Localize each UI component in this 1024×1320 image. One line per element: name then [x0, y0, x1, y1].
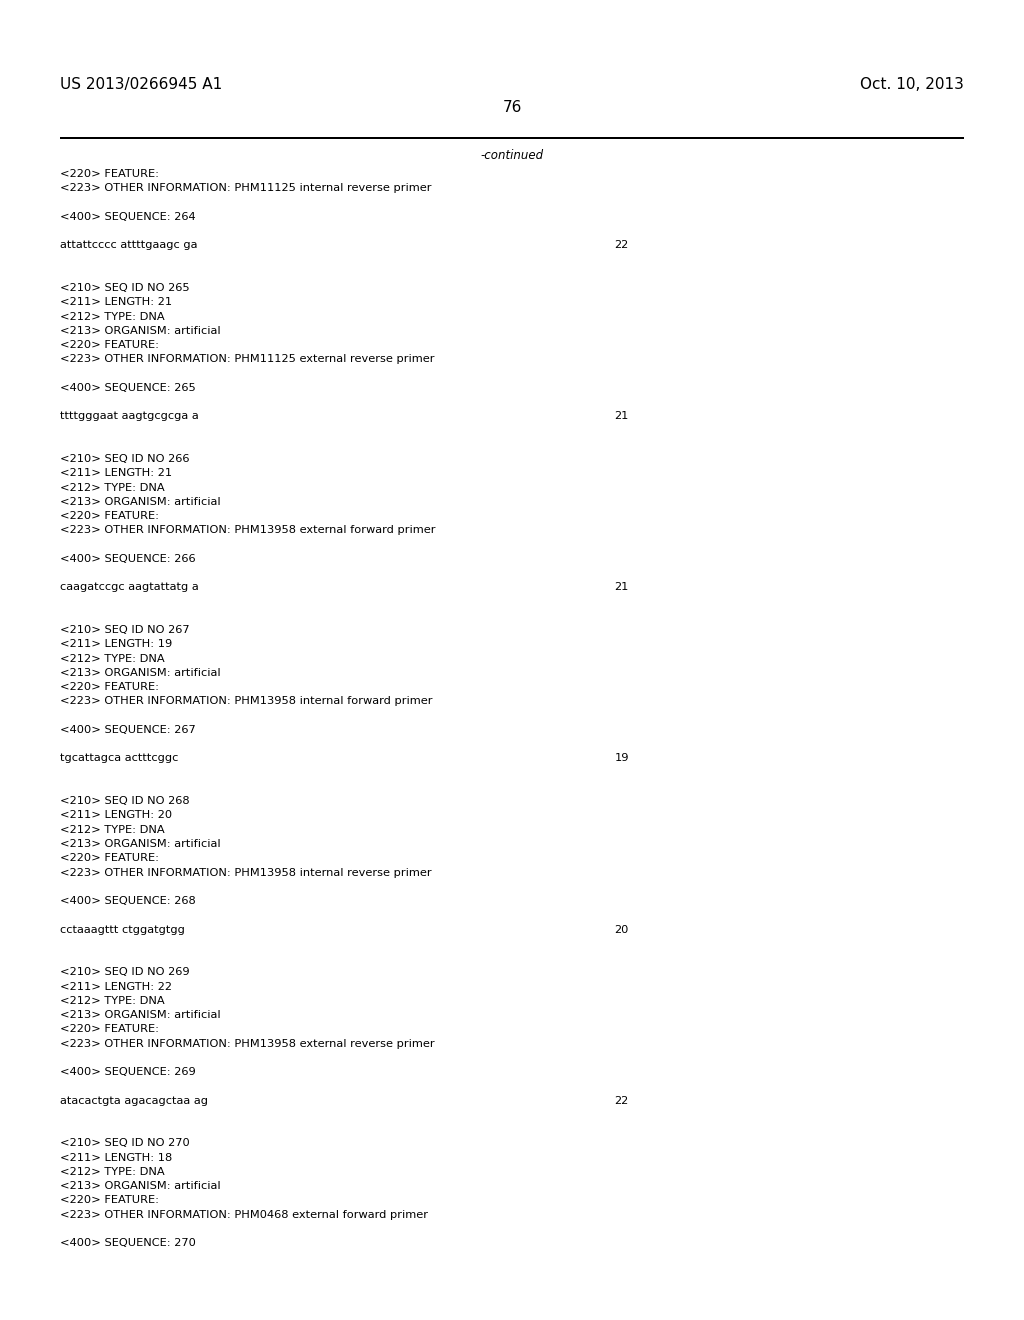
- Text: <223> OTHER INFORMATION: PHM13958 internal reverse primer: <223> OTHER INFORMATION: PHM13958 intern…: [60, 867, 432, 878]
- Text: <220> FEATURE:: <220> FEATURE:: [60, 341, 160, 350]
- Text: US 2013/0266945 A1: US 2013/0266945 A1: [60, 77, 222, 91]
- Text: <212> TYPE: DNA: <212> TYPE: DNA: [60, 1167, 165, 1177]
- Text: 21: 21: [614, 412, 629, 421]
- Text: 21: 21: [614, 582, 629, 593]
- Text: <223> OTHER INFORMATION: PHM13958 external forward primer: <223> OTHER INFORMATION: PHM13958 extern…: [60, 525, 436, 536]
- Text: <400> SEQUENCE: 270: <400> SEQUENCE: 270: [60, 1238, 197, 1249]
- Text: caagatccgc aagtattatg a: caagatccgc aagtattatg a: [60, 582, 199, 593]
- Text: <223> OTHER INFORMATION: PHM11125 external reverse primer: <223> OTHER INFORMATION: PHM11125 extern…: [60, 354, 435, 364]
- Text: <220> FEATURE:: <220> FEATURE:: [60, 853, 160, 863]
- Text: <223> OTHER INFORMATION: PHM13958 external reverse primer: <223> OTHER INFORMATION: PHM13958 extern…: [60, 1039, 435, 1048]
- Text: <220> FEATURE:: <220> FEATURE:: [60, 1024, 160, 1035]
- Text: <211> LENGTH: 22: <211> LENGTH: 22: [60, 982, 172, 991]
- Text: 22: 22: [614, 1096, 629, 1106]
- Text: <212> TYPE: DNA: <212> TYPE: DNA: [60, 653, 165, 664]
- Text: <212> TYPE: DNA: <212> TYPE: DNA: [60, 483, 165, 492]
- Text: <213> ORGANISM: artificial: <213> ORGANISM: artificial: [60, 1010, 221, 1020]
- Text: <223> OTHER INFORMATION: PHM13958 internal forward primer: <223> OTHER INFORMATION: PHM13958 intern…: [60, 697, 433, 706]
- Text: <400> SEQUENCE: 268: <400> SEQUENCE: 268: [60, 896, 197, 906]
- Text: <212> TYPE: DNA: <212> TYPE: DNA: [60, 312, 165, 322]
- Text: <213> ORGANISM: artificial: <213> ORGANISM: artificial: [60, 668, 221, 678]
- Text: <210> SEQ ID NO 270: <210> SEQ ID NO 270: [60, 1138, 190, 1148]
- Text: <400> SEQUENCE: 266: <400> SEQUENCE: 266: [60, 554, 196, 564]
- Text: <220> FEATURE:: <220> FEATURE:: [60, 511, 160, 521]
- Text: 76: 76: [503, 100, 521, 115]
- Text: tgcattagca actttcggc: tgcattagca actttcggc: [60, 754, 179, 763]
- Text: <210> SEQ ID NO 269: <210> SEQ ID NO 269: [60, 968, 190, 977]
- Text: <210> SEQ ID NO 268: <210> SEQ ID NO 268: [60, 796, 190, 807]
- Text: <213> ORGANISM: artificial: <213> ORGANISM: artificial: [60, 1181, 221, 1191]
- Text: <210> SEQ ID NO 265: <210> SEQ ID NO 265: [60, 282, 190, 293]
- Text: Oct. 10, 2013: Oct. 10, 2013: [860, 77, 964, 91]
- Text: cctaaagttt ctggatgtgg: cctaaagttt ctggatgtgg: [60, 924, 185, 935]
- Text: <220> FEATURE:: <220> FEATURE:: [60, 169, 160, 180]
- Text: 20: 20: [614, 924, 629, 935]
- Text: <211> LENGTH: 19: <211> LENGTH: 19: [60, 639, 173, 649]
- Text: attattcccc attttgaagc ga: attattcccc attttgaagc ga: [60, 240, 198, 251]
- Text: <211> LENGTH: 21: <211> LENGTH: 21: [60, 469, 172, 478]
- Text: ttttgggaat aagtgcgcga a: ttttgggaat aagtgcgcga a: [60, 412, 199, 421]
- Text: atacactgta agacagctaa ag: atacactgta agacagctaa ag: [60, 1096, 209, 1106]
- Text: <213> ORGANISM: artificial: <213> ORGANISM: artificial: [60, 496, 221, 507]
- Text: <210> SEQ ID NO 266: <210> SEQ ID NO 266: [60, 454, 189, 465]
- Text: <213> ORGANISM: artificial: <213> ORGANISM: artificial: [60, 840, 221, 849]
- Text: <211> LENGTH: 20: <211> LENGTH: 20: [60, 810, 172, 821]
- Text: <213> ORGANISM: artificial: <213> ORGANISM: artificial: [60, 326, 221, 335]
- Text: <400> SEQUENCE: 264: <400> SEQUENCE: 264: [60, 211, 196, 222]
- Text: <211> LENGTH: 18: <211> LENGTH: 18: [60, 1152, 173, 1163]
- Text: 22: 22: [614, 240, 629, 251]
- Text: <220> FEATURE:: <220> FEATURE:: [60, 1196, 160, 1205]
- Text: <223> OTHER INFORMATION: PHM11125 internal reverse primer: <223> OTHER INFORMATION: PHM11125 intern…: [60, 183, 432, 193]
- Text: <210> SEQ ID NO 267: <210> SEQ ID NO 267: [60, 626, 190, 635]
- Text: <212> TYPE: DNA: <212> TYPE: DNA: [60, 825, 165, 834]
- Text: <223> OTHER INFORMATION: PHM0468 external forward primer: <223> OTHER INFORMATION: PHM0468 externa…: [60, 1209, 428, 1220]
- Text: -continued: -continued: [480, 149, 544, 162]
- Text: <211> LENGTH: 21: <211> LENGTH: 21: [60, 297, 172, 308]
- Text: <400> SEQUENCE: 269: <400> SEQUENCE: 269: [60, 1067, 197, 1077]
- Text: <400> SEQUENCE: 267: <400> SEQUENCE: 267: [60, 725, 197, 735]
- Text: <400> SEQUENCE: 265: <400> SEQUENCE: 265: [60, 383, 197, 393]
- Text: <212> TYPE: DNA: <212> TYPE: DNA: [60, 995, 165, 1006]
- Text: 19: 19: [614, 754, 629, 763]
- Text: <220> FEATURE:: <220> FEATURE:: [60, 682, 160, 692]
